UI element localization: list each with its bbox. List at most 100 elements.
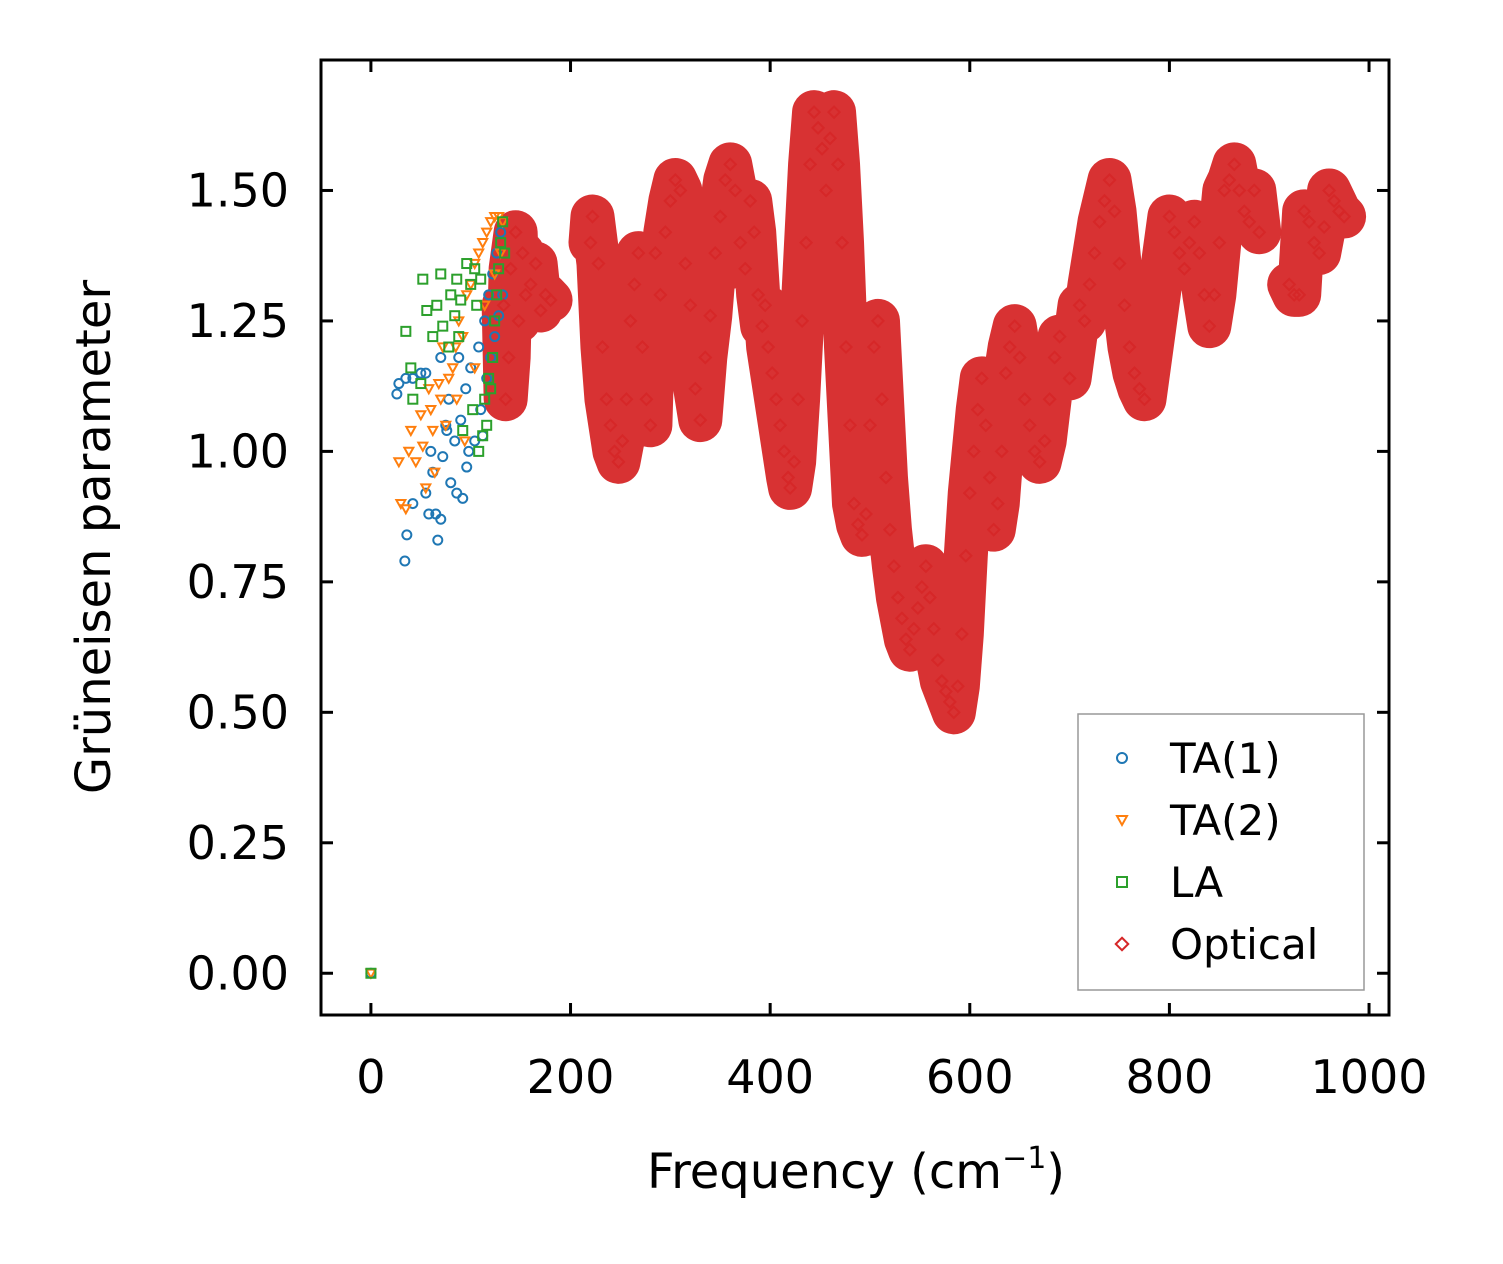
point-optical — [1132, 381, 1147, 396]
point-la — [495, 237, 507, 249]
point-optical — [663, 193, 678, 208]
point-optical — [807, 105, 822, 120]
y-axis-label: Grüneisen parameter — [66, 280, 122, 795]
point-ta1 — [445, 477, 457, 489]
point-optical — [1237, 204, 1252, 219]
point-ta2 — [409, 457, 423, 469]
point-la — [415, 378, 427, 390]
point-optical — [585, 209, 600, 224]
point-optical — [627, 277, 642, 292]
point-optical — [1022, 418, 1037, 433]
point-ta1 — [449, 435, 461, 447]
point-optical — [1287, 287, 1302, 302]
point-ta2 — [450, 394, 463, 406]
x-tick-label: 200 — [527, 1050, 615, 1104]
x-tick-label: 600 — [926, 1050, 1014, 1104]
point-optical — [603, 418, 618, 433]
point-la — [499, 247, 511, 259]
point-optical — [1182, 235, 1197, 250]
point-la — [493, 263, 505, 275]
x-axis-label: Frequency (cm−1) — [647, 1141, 1065, 1200]
point-ta1 — [455, 414, 467, 426]
point-optical — [678, 256, 693, 271]
point-optical — [978, 418, 993, 433]
point-optical — [1042, 392, 1057, 407]
point-ta2 — [416, 441, 430, 453]
point-optical — [970, 402, 985, 417]
point-la — [421, 304, 433, 316]
point-optical — [1187, 214, 1202, 229]
point-optical — [503, 261, 518, 276]
point-optical — [1082, 277, 1097, 292]
point-optical — [882, 522, 897, 537]
point-la — [479, 393, 491, 405]
point-la — [400, 325, 412, 337]
point-optical — [1197, 287, 1212, 302]
point-optical — [533, 303, 548, 318]
point-ta2 — [394, 498, 408, 511]
point-ta1 — [435, 351, 447, 363]
point-optical — [1312, 246, 1327, 261]
point-optical — [1317, 219, 1332, 235]
point-optical — [673, 183, 688, 198]
point-optical — [1302, 214, 1317, 229]
point-optical — [938, 684, 953, 699]
point-ta1 — [399, 555, 411, 567]
point-ta2 — [419, 483, 433, 495]
point-ta2 — [434, 394, 447, 406]
point-optical — [643, 418, 658, 433]
point-la — [451, 273, 463, 285]
point-optical — [607, 444, 622, 459]
x-axis-ticks: 0 200 400 600 800 1000 — [356, 60, 1428, 1104]
point-optical — [815, 141, 830, 156]
point-la — [417, 273, 429, 285]
point-optical — [942, 694, 957, 709]
point-la — [365, 967, 377, 979]
point-optical — [838, 339, 854, 355]
optical-band — [1267, 168, 1367, 317]
point-optical — [761, 339, 776, 355]
point-ta1 — [489, 331, 501, 343]
point-la — [449, 310, 461, 322]
point-optical — [1212, 235, 1227, 250]
point-ta2 — [458, 436, 471, 448]
point-optical — [619, 392, 634, 407]
point-la — [491, 289, 503, 301]
y-tick-label: 0.25 — [187, 816, 289, 870]
point-optical — [874, 392, 889, 407]
point-optical — [1177, 261, 1192, 276]
point-optical — [854, 527, 870, 542]
point-ta2 — [472, 248, 485, 260]
point-la — [473, 445, 485, 457]
point-optical — [683, 298, 698, 313]
point-optical — [728, 183, 743, 198]
point-optical — [733, 235, 748, 250]
point-la — [405, 362, 417, 374]
point-la — [453, 331, 465, 343]
point-optical — [830, 157, 846, 172]
point-la — [469, 263, 481, 275]
point-ta1 — [401, 529, 413, 541]
plot-frame — [319, 58, 1391, 1017]
point-ta1 — [437, 451, 449, 463]
point-la — [485, 383, 497, 395]
point-la — [471, 299, 483, 311]
point-optical — [738, 261, 753, 276]
point-la — [467, 404, 479, 416]
point-optical — [1037, 433, 1052, 448]
point-la — [477, 430, 489, 442]
point-optical — [1282, 277, 1297, 292]
legend-box — [1077, 713, 1365, 991]
point-optical — [1227, 157, 1242, 172]
point-optical — [834, 235, 850, 250]
point-ta2 — [426, 425, 439, 438]
legend-label: LA — [1170, 858, 1223, 907]
point-optical — [698, 350, 713, 365]
point-optical — [777, 444, 792, 459]
point-ta2 — [468, 363, 481, 375]
point-optical — [658, 225, 673, 240]
point-optical — [1047, 350, 1062, 365]
legend-marker-ta1 — [1116, 752, 1128, 764]
point-optical — [990, 496, 1005, 511]
point-ta2 — [404, 425, 418, 438]
